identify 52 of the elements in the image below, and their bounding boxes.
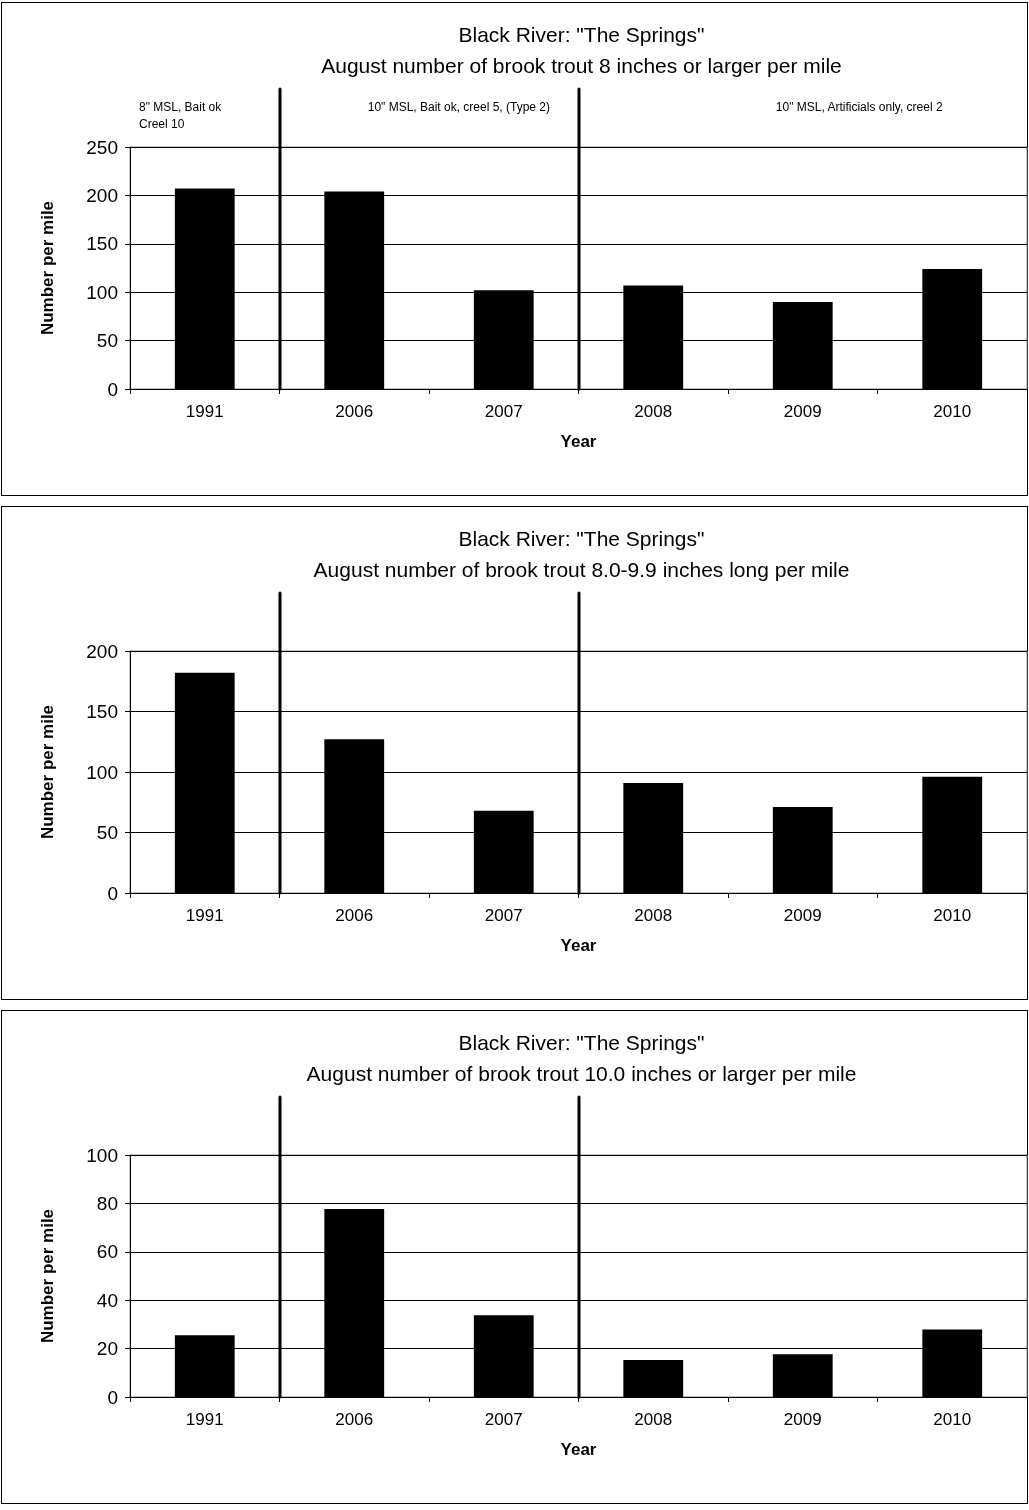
text: 8" MSL, Bait ok Creel 10 bbox=[138, 99, 222, 133]
y-axis-title: Number per mile bbox=[38, 200, 57, 336]
y-tick-label: 0 bbox=[107, 1386, 118, 1408]
bar bbox=[772, 1354, 833, 1397]
x-tick-label: 2010 bbox=[933, 1410, 972, 1429]
x-axis-title: Year bbox=[560, 432, 597, 451]
x-tick-label: 2010 bbox=[933, 906, 972, 925]
y-tick-label: 200 bbox=[86, 640, 118, 662]
x-tick-label: 1991 bbox=[185, 402, 224, 421]
y-tick-label: 150 bbox=[86, 233, 118, 255]
y-tick-label: 40 bbox=[96, 1289, 118, 1311]
y-tick-label: 150 bbox=[86, 701, 118, 722]
x-tick-label: 2006 bbox=[335, 1410, 374, 1429]
x-tick-label: 2010 bbox=[933, 402, 972, 421]
x-tick-label: 2008 bbox=[634, 1410, 673, 1429]
chart-title: Black River: "The Springs" bbox=[458, 23, 705, 46]
y-tick-label: 60 bbox=[96, 1241, 118, 1263]
x-tick-label: 2008 bbox=[634, 402, 673, 421]
chart-title: Black River: "The Springs" bbox=[458, 1031, 705, 1054]
text: 10" MSL, Bait ok, creel 5, (Type 2) bbox=[367, 99, 551, 116]
x-tick-label: 2008 bbox=[634, 906, 673, 925]
chart-subtitle: August number of brook trout 8 inches or larger per mile bbox=[321, 54, 842, 77]
y-tick-label: 50 bbox=[96, 330, 118, 352]
x-tick-label: 2009 bbox=[783, 402, 822, 421]
y-axis-title: Number per mile bbox=[38, 1208, 57, 1344]
x-axis-title: Year bbox=[560, 1440, 597, 1459]
y-tick-label: 0 bbox=[107, 378, 118, 400]
x-tick-label: 2006 bbox=[335, 906, 374, 925]
y-tick-label: 100 bbox=[86, 281, 118, 303]
y-tick-label: 250 bbox=[86, 136, 118, 158]
x-axis-title: Year bbox=[560, 936, 597, 955]
x-tick-label: 2009 bbox=[783, 906, 822, 925]
chart-subtitle: August number of brook trout 10.0 inches or larger per mile bbox=[306, 1062, 857, 1085]
y-tick-label: 100 bbox=[86, 1144, 118, 1166]
chart-title: Black River: "The Springs" bbox=[458, 527, 705, 550]
x-tick-label: 2009 bbox=[783, 1410, 822, 1429]
y-tick-label: 20 bbox=[96, 1338, 118, 1360]
x-tick-label: 2006 bbox=[335, 402, 374, 421]
y-tick-label: 0 bbox=[107, 882, 118, 904]
text: 10" MSL, Artificials only, creel 2 bbox=[775, 99, 943, 116]
y-tick-label: 50 bbox=[96, 822, 118, 843]
x-tick-label: 2007 bbox=[484, 906, 523, 925]
x-tick-label: 2007 bbox=[484, 402, 523, 421]
x-tick-label: 1991 bbox=[185, 1410, 224, 1429]
y-axis-title: Number per mile bbox=[38, 704, 57, 840]
y-tick-label: 200 bbox=[86, 184, 118, 206]
bar bbox=[623, 1359, 684, 1397]
chart-subtitle: August number of brook trout 8.0-9.9 inches long per mile bbox=[313, 558, 850, 581]
x-tick-label: 1991 bbox=[185, 906, 224, 925]
x-tick-label: 2007 bbox=[484, 1410, 523, 1429]
y-tick-label: 80 bbox=[96, 1192, 118, 1214]
y-tick-label: 100 bbox=[86, 761, 118, 783]
